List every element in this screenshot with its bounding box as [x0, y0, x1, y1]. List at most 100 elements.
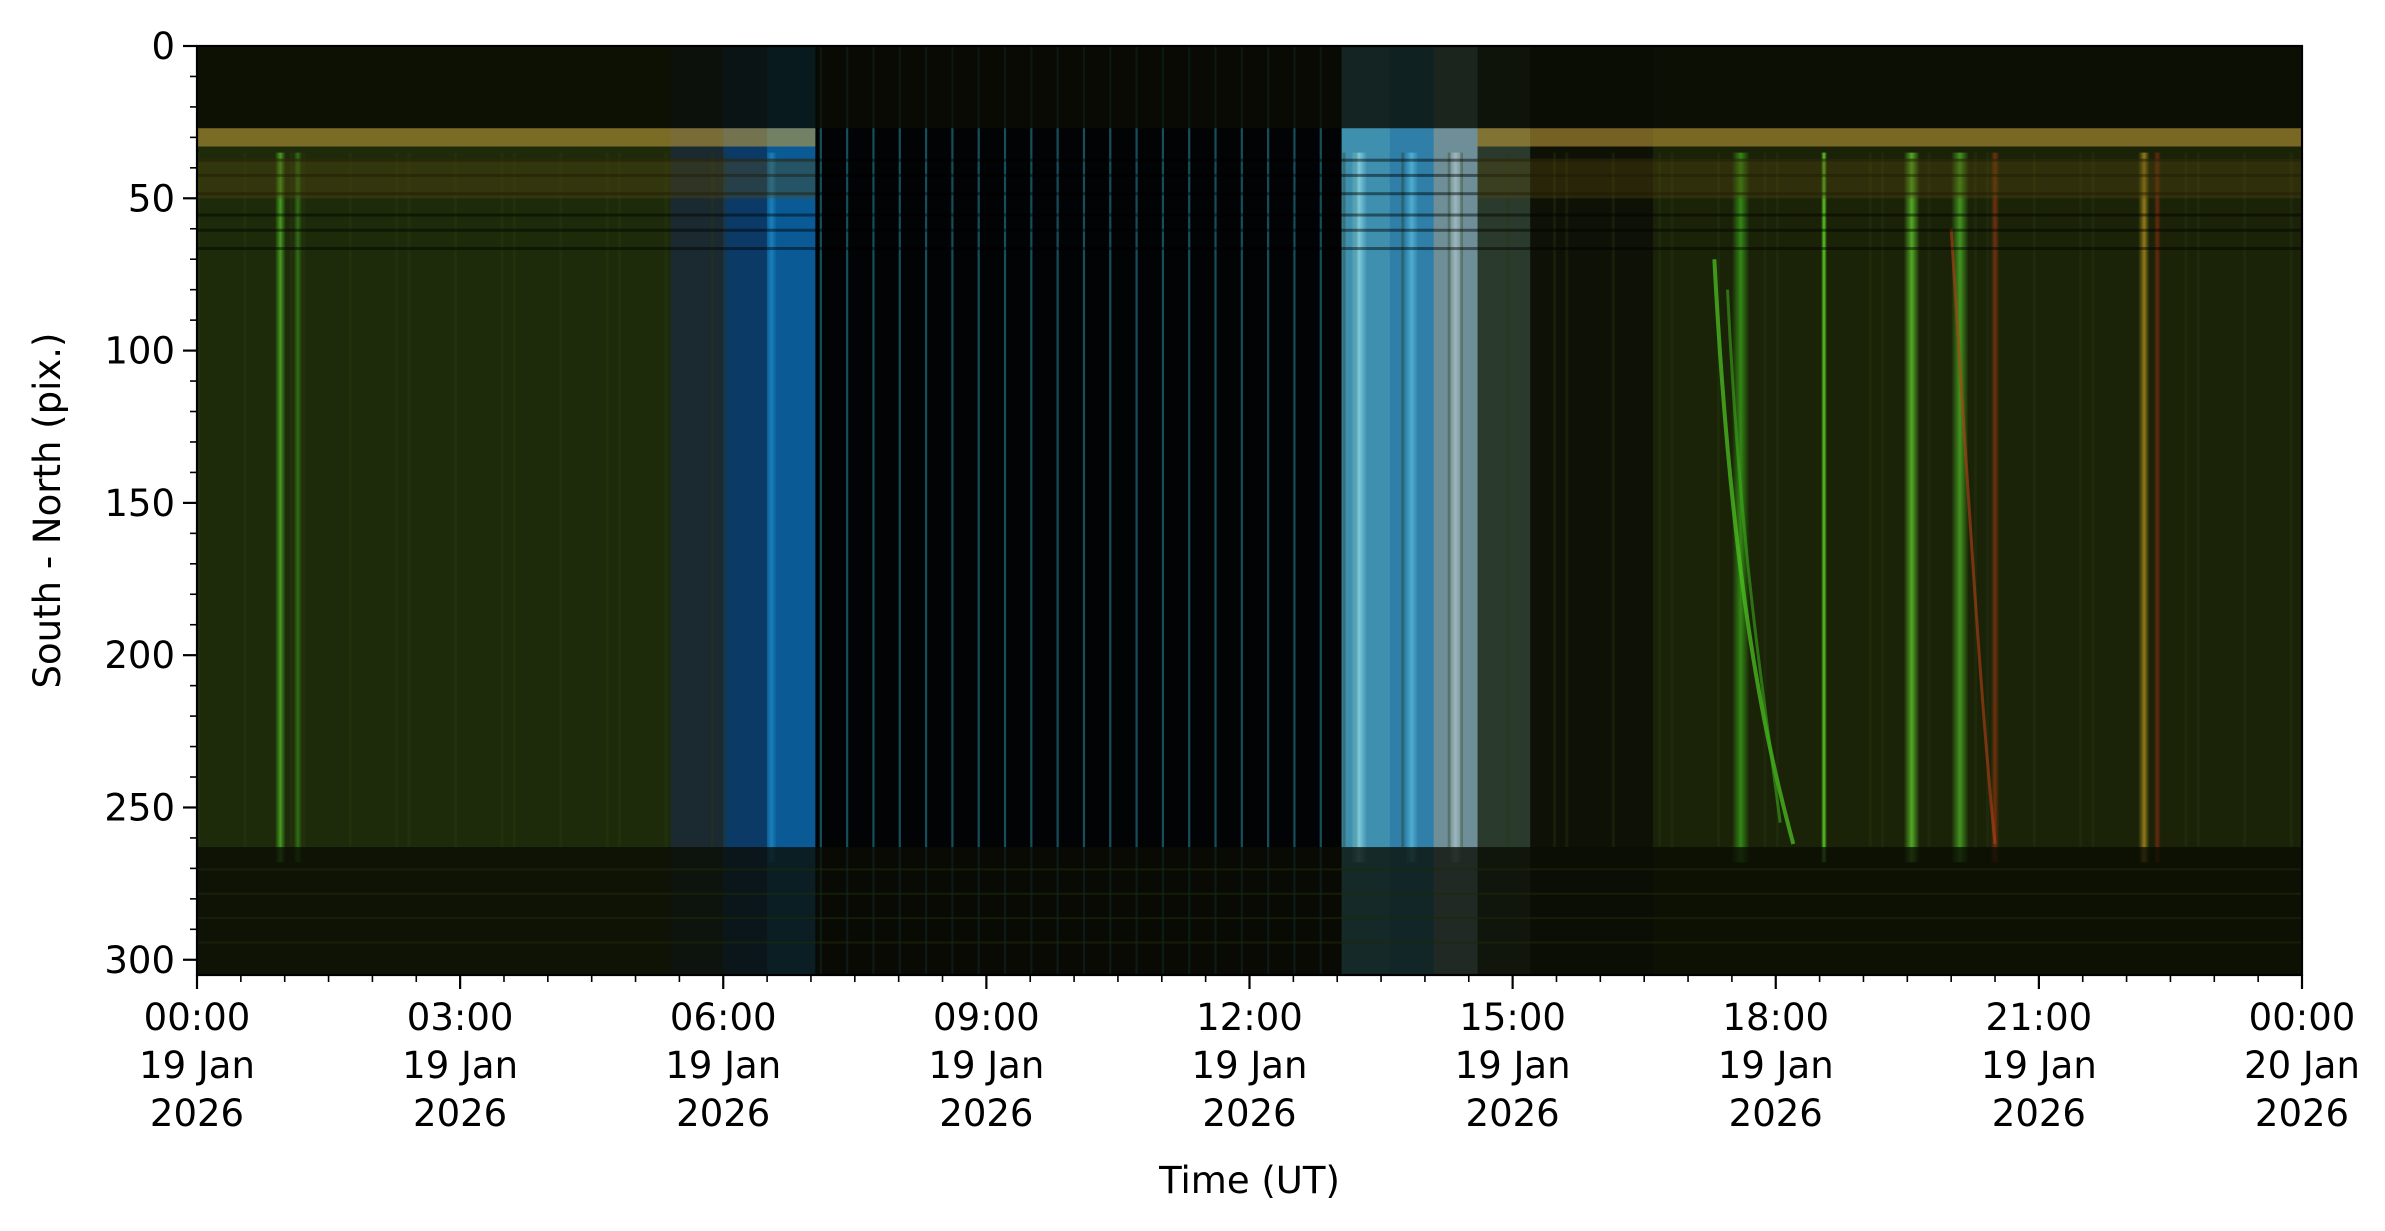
texture-streak — [407, 152, 411, 848]
texture-streak — [618, 152, 621, 848]
texture-streak — [1611, 152, 1615, 848]
aurora-streak — [2153, 152, 2161, 863]
y-tick-label: 200 — [104, 634, 175, 677]
horizontal-dark-line — [197, 917, 2302, 920]
y-axis-label: South - North (pix.) — [26, 333, 69, 689]
x-tick-day: 19 Jan — [1981, 1044, 2097, 1087]
texture-streak — [2289, 152, 2293, 848]
x-tick-year: 2026 — [413, 1092, 507, 1135]
night-sky-line — [1082, 46, 1086, 975]
aurora-streak — [2138, 152, 2150, 863]
texture-streak — [1658, 152, 1662, 848]
night-sky-line — [977, 46, 980, 975]
texture-streak — [512, 152, 516, 848]
lower-dark-band — [197, 847, 2302, 975]
night-sky-line — [1003, 46, 1007, 975]
aurora-streak — [1903, 152, 1920, 863]
texture-streak — [2243, 152, 2247, 848]
time-segment — [1652, 46, 2302, 975]
x-tick-year: 2026 — [939, 1092, 1033, 1135]
texture-streak — [1881, 152, 1884, 848]
x-tick-day: 19 Jan — [1718, 1044, 1834, 1087]
texture-streak — [1565, 152, 1569, 848]
y-tick-label: 100 — [104, 330, 175, 373]
x-tick-day: 19 Jan — [1455, 1044, 1571, 1087]
time-segment — [723, 46, 768, 975]
x-tick-time: 21:00 — [1986, 996, 2093, 1039]
texture-streak — [2079, 152, 2083, 848]
time-segment — [1530, 46, 1654, 975]
x-tick-day: 19 Jan — [665, 1044, 781, 1087]
y-tick-label: 150 — [104, 482, 175, 525]
aurora-arc — [1726, 289, 1782, 823]
x-tick-day: 19 Jan — [1192, 1044, 1308, 1087]
texture-streak — [302, 152, 306, 848]
texture-streak — [2091, 152, 2095, 848]
night-sky-line — [872, 46, 875, 975]
aurora-arc — [1949, 228, 1997, 845]
horizontal-dark-line — [197, 247, 2302, 251]
overlay-layer — [197, 46, 2302, 975]
aurora-streak — [766, 152, 777, 863]
x-tick-time: 00:00 — [144, 996, 251, 1039]
x-tick-day: 19 Jan — [928, 1044, 1044, 1087]
texture-streak — [1927, 152, 1931, 848]
aurora-streak — [1820, 152, 1827, 863]
x-tick-time: 06:00 — [670, 996, 777, 1039]
x-axis: 00:00 19 Jan 2026 03:00 19 Jan 2026 06:00 19 Ja… — [139, 975, 2360, 1135]
texture-streak — [2032, 152, 2036, 848]
texture-streak — [1973, 152, 1977, 848]
x-tick-year: 2026 — [1992, 1092, 2086, 1135]
x-tick-year: 2026 — [1466, 1092, 1560, 1135]
texture-streak — [723, 152, 727, 848]
x-tick-year: 2026 — [2255, 1092, 2349, 1135]
x-tick-time: 09:00 — [933, 996, 1040, 1039]
horizon-band — [1477, 128, 2302, 147]
horizontal-dark-line — [197, 192, 2302, 196]
x-tick-year: 2026 — [150, 1092, 244, 1135]
horizontal-dark-line — [197, 892, 2302, 895]
time-segment — [670, 46, 724, 975]
texture-streak — [1716, 152, 1720, 848]
night-sky-line — [1293, 46, 1296, 975]
horizon-haze — [1477, 158, 2302, 199]
x-tick-year: 2026 — [1729, 1092, 1823, 1135]
x-tick-year: 2026 — [1202, 1092, 1296, 1135]
x-tick-time: 00:00 — [2249, 996, 2356, 1039]
x-tick-day: 19 Jan — [402, 1044, 518, 1087]
x-tick-time: 18:00 — [1722, 996, 1829, 1039]
x-tick-time: 15:00 — [1459, 996, 1566, 1039]
x-tick-year: 2026 — [676, 1092, 770, 1135]
texture-streak — [1552, 152, 1556, 848]
texture-streak — [1342, 152, 1346, 848]
texture-streak — [453, 152, 457, 848]
texture-streak — [1986, 152, 1990, 848]
night-sky-line — [846, 46, 849, 975]
texture-streak — [348, 152, 352, 848]
texture-streak — [664, 152, 668, 848]
texture-streak — [243, 152, 247, 848]
night-sky-line — [924, 46, 928, 975]
aurora-streak — [1405, 152, 1419, 863]
texture-streak — [605, 152, 609, 848]
night-sky-line — [1109, 46, 1112, 975]
horizontal-dark-line — [197, 213, 2302, 217]
upper-dark-band — [197, 46, 2302, 129]
aurora-streak — [1951, 152, 1969, 863]
night-sky-line — [951, 46, 954, 975]
y-tick-label: 0 — [151, 25, 175, 68]
time-segment — [815, 46, 1343, 975]
plot-area — [197, 46, 2302, 975]
texture-streak — [289, 152, 293, 848]
texture-streak — [1868, 152, 1872, 848]
horizontal-dark-line — [197, 941, 2302, 944]
night-sky-line — [1161, 46, 1164, 975]
night-sky-line — [1056, 46, 1059, 975]
night-sky-line — [898, 46, 901, 975]
texture-streak — [1775, 152, 1779, 848]
night-sky-line — [1214, 46, 1217, 975]
y-tick-label: 50 — [128, 177, 175, 220]
texture-streak — [395, 152, 399, 848]
